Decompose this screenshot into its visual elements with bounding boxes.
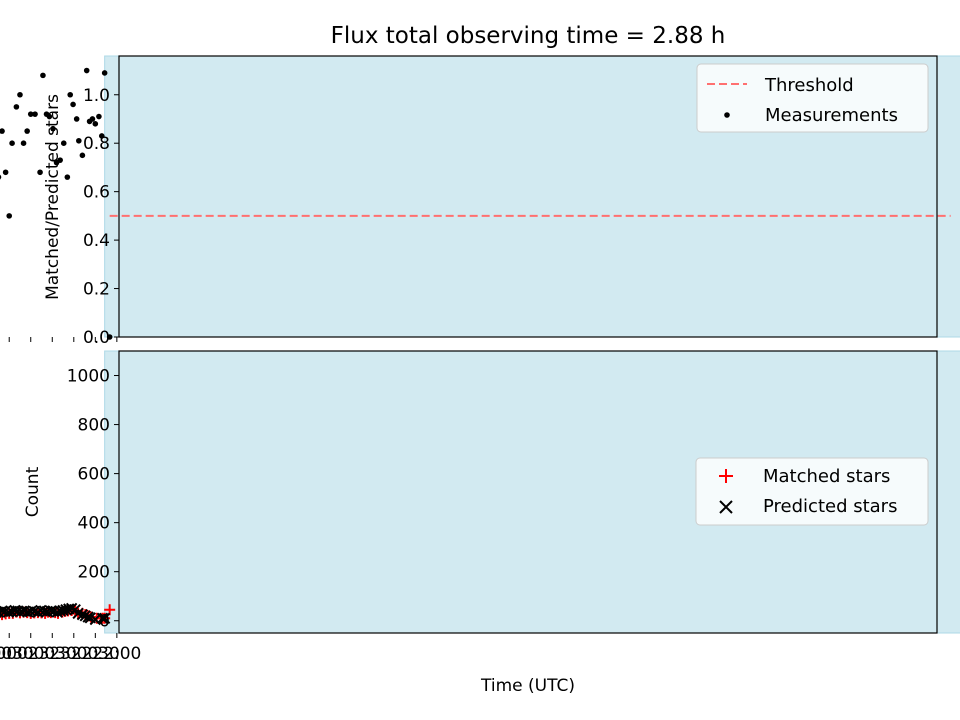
bottom-ytick-label: 400 (78, 514, 110, 534)
measurement-point (79, 152, 86, 159)
legend-threshold-label: Threshold (764, 75, 854, 96)
predicted-star-point (79, 610, 91, 622)
counts-series (0, 602, 116, 626)
xtick-label: 22:30 (71, 644, 120, 664)
top-legend: Threshold Measurements (696, 63, 929, 133)
bottom-y-ticks: 0 200 400 600 800 1000 (67, 367, 119, 632)
measurement-point (20, 140, 27, 147)
legend-measurements-swatch (724, 112, 730, 118)
measurement-point (50, 125, 56, 132)
measurement-point (6, 213, 13, 219)
top-ytick-label: 0.2 (83, 280, 110, 300)
bottom-ytick-label: 800 (78, 416, 110, 436)
bottom-axes-frame (118, 350, 938, 634)
predicted-star-point (9, 604, 21, 617)
measurement-point (53, 159, 60, 166)
measurement-point (73, 116, 80, 122)
bottom-ytick-label: 200 (78, 563, 110, 583)
bottom-y-axis-label: Count (23, 466, 43, 517)
xtick-label: 23:30 (28, 644, 77, 664)
measurement-point (92, 121, 99, 127)
legend-matched-swatch (719, 469, 733, 483)
measurement-point (98, 133, 105, 139)
measurement-point (9, 140, 15, 147)
predicted-star-point (82, 611, 94, 623)
measurement-point (101, 70, 108, 76)
bottom-legend: Matched stars Predicted stars (695, 457, 929, 526)
bottom-ytick-label: 1000 (67, 367, 110, 387)
measurement-point (96, 113, 102, 120)
chart-title: Flux total observing time = 2.88 h (331, 23, 726, 49)
top-ytick-label: 0.6 (83, 183, 110, 203)
measurement-point (24, 128, 30, 134)
measurement-point (32, 111, 38, 117)
predicted-star-point (98, 612, 111, 624)
measurement-point (43, 111, 50, 117)
bottom-legend-box (695, 457, 929, 526)
measurements-series (0, 67, 113, 340)
legend-matched-label: Matched stars (763, 466, 890, 487)
measurement-point (17, 91, 23, 98)
top-y-axis-label: Matched/Predicted stars (43, 94, 63, 300)
measurement-point (60, 140, 67, 147)
top-ytick-label: 0.4 (83, 231, 110, 251)
top-ytick-label: 0.0 (83, 328, 110, 348)
xtick-label: 22:00 (92, 644, 141, 664)
top-ytick-label: 0.8 (83, 134, 110, 154)
predicted-star-point (0, 606, 5, 618)
xtick-label: 00:00 (6, 644, 55, 664)
measurement-point (67, 91, 74, 98)
measurement-point (70, 101, 76, 108)
measurement-point (37, 169, 43, 176)
measurement-point (0, 128, 5, 134)
measurement-point (0, 174, 2, 180)
x-axis-label: Time (UTC) (480, 676, 575, 696)
measurement-point (13, 104, 20, 110)
measurement-point (83, 67, 90, 74)
legend-predicted-swatch (719, 500, 733, 514)
measurement-point (86, 118, 93, 125)
top-ytick-label: 1.0 (83, 86, 110, 106)
xtick-label: 01:00 (0, 644, 12, 664)
bottom-panel: 0 200 400 600 800 1000 22:0022:3023:0023:3000… (0, 350, 960, 696)
predicted-star-point (0, 605, 8, 617)
top-panel: 0.0 0.2 0.4 0.6 0.8 1.0 Matched/Predicted sta… (0, 55, 960, 348)
top-axes-frame (118, 55, 938, 338)
xtick-label: 23:00 (49, 644, 98, 664)
legend-measurements-label: Measurements (765, 105, 898, 126)
measurement-point (64, 174, 71, 180)
top-y-ticks: 0.0 0.2 0.4 0.6 0.8 1.0 (83, 86, 119, 348)
bottom-ytick-label: 0 (99, 612, 110, 632)
measurement-point (106, 334, 113, 340)
measurement-point (40, 72, 46, 79)
measurement-point (27, 111, 34, 117)
top-x-ticks (8, 337, 118, 342)
bottom-ytick-label: 600 (78, 465, 110, 485)
measurement-point (76, 137, 82, 144)
measurement-point (2, 169, 9, 176)
xtick-label: 00:30 (0, 644, 34, 664)
top-legend-box (696, 63, 929, 133)
legend-predicted-label: Predicted stars (763, 496, 897, 517)
bottom-x-ticks: 22:0022:3023:0023:3000:0000:3001:0001:30… (0, 633, 141, 664)
